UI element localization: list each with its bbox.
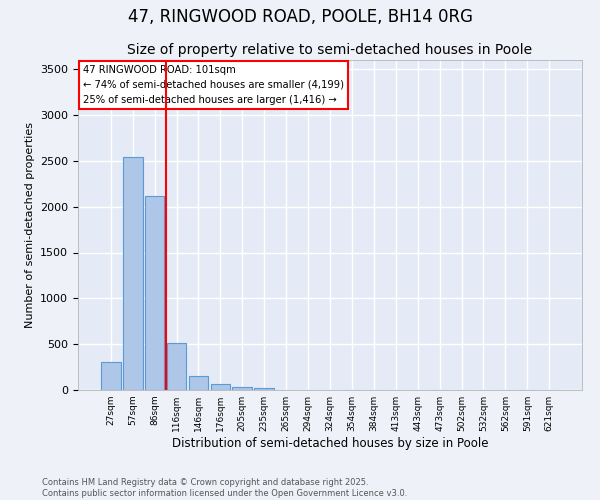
- Bar: [145, 196, 164, 390]
- Bar: [188, 376, 208, 390]
- Bar: [232, 387, 252, 390]
- Y-axis label: Number of semi-detached properties: Number of semi-detached properties: [25, 122, 35, 328]
- Bar: [101, 362, 121, 390]
- Bar: [167, 343, 187, 390]
- X-axis label: Distribution of semi-detached houses by size in Poole: Distribution of semi-detached houses by …: [172, 437, 488, 450]
- Bar: [123, 157, 143, 390]
- Title: Size of property relative to semi-detached houses in Poole: Size of property relative to semi-detach…: [127, 44, 533, 58]
- Bar: [211, 384, 230, 390]
- Text: 47 RINGWOOD ROAD: 101sqm
← 74% of semi-detached houses are smaller (4,199)
25% o: 47 RINGWOOD ROAD: 101sqm ← 74% of semi-d…: [83, 65, 344, 104]
- Bar: [254, 388, 274, 390]
- Text: 47, RINGWOOD ROAD, POOLE, BH14 0RG: 47, RINGWOOD ROAD, POOLE, BH14 0RG: [128, 8, 473, 26]
- Text: Contains HM Land Registry data © Crown copyright and database right 2025.
Contai: Contains HM Land Registry data © Crown c…: [42, 478, 407, 498]
